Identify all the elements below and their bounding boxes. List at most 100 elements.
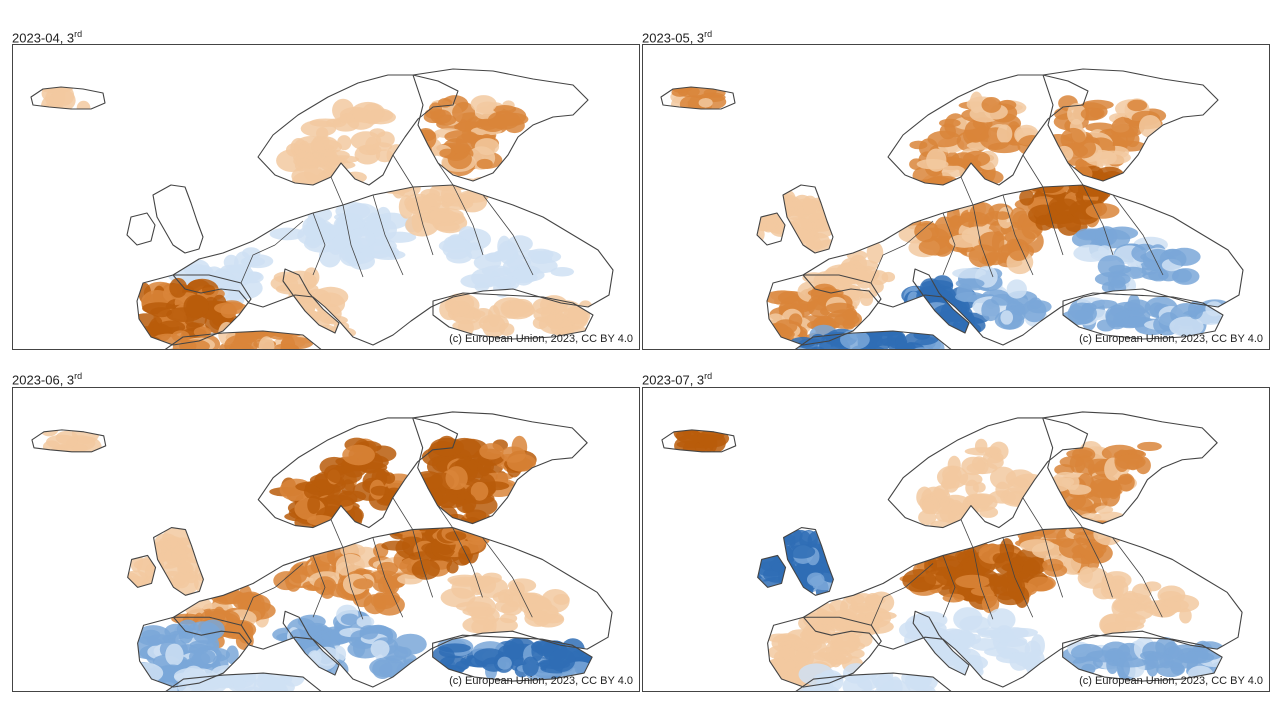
anomaly-patch xyxy=(961,456,986,476)
anomaly-patch xyxy=(446,561,459,574)
anomaly-patch xyxy=(1112,657,1148,668)
anomaly-patch xyxy=(991,231,1005,255)
anomaly-patch xyxy=(476,158,493,169)
anomaly-patch xyxy=(1007,238,1030,261)
anomaly-patch xyxy=(856,675,880,690)
anomaly-patch xyxy=(1012,556,1036,566)
anomaly-patch xyxy=(950,502,974,516)
anomaly-patch xyxy=(130,549,143,573)
anomaly-patch xyxy=(969,91,984,114)
anomaly-patch xyxy=(989,466,1017,490)
anomaly-patch xyxy=(314,646,340,666)
country-border-line xyxy=(1022,154,1044,188)
anomaly-patch xyxy=(923,686,937,691)
europe-map xyxy=(660,68,1244,349)
anomaly-patch xyxy=(548,648,576,672)
anomaly-patch xyxy=(909,140,928,150)
anomaly-patch xyxy=(802,684,829,691)
anomaly-patch xyxy=(340,613,359,626)
anomaly-patch xyxy=(339,113,355,124)
outline-iceland xyxy=(30,86,106,110)
anomaly-patch xyxy=(202,284,216,296)
anomaly-patch xyxy=(307,495,321,514)
outline-ireland xyxy=(127,554,157,588)
anomaly-layer xyxy=(40,80,593,349)
outline-turkey xyxy=(1062,634,1223,682)
anomaly-patch xyxy=(1019,189,1035,206)
country-border-line xyxy=(942,212,956,276)
europe-map xyxy=(661,411,1243,691)
anomaly-patch xyxy=(313,286,349,307)
anomaly-patch xyxy=(359,625,379,640)
anomaly-patch xyxy=(1031,542,1062,559)
anomaly-patch xyxy=(1102,622,1127,636)
outline-mainland xyxy=(802,184,1244,346)
anomaly-patch xyxy=(342,444,375,466)
anomaly-patch xyxy=(763,290,799,305)
country-border-line xyxy=(312,555,326,618)
anomaly-patch xyxy=(1094,229,1131,249)
anomaly-patch xyxy=(942,593,965,603)
anomaly-patch xyxy=(470,95,497,113)
outline-finland_russia_n xyxy=(1042,68,1219,182)
anomaly-patch xyxy=(439,148,456,159)
anomaly-patch xyxy=(133,335,152,349)
country-border-line xyxy=(240,244,276,284)
anomaly-patch xyxy=(959,629,972,650)
anomaly-layer xyxy=(673,416,1234,691)
anomaly-patch xyxy=(996,124,1013,144)
anomaly-patch xyxy=(1076,228,1101,241)
anomaly-patch xyxy=(256,676,287,691)
anomaly-patch xyxy=(795,646,811,666)
anomaly-patch xyxy=(1077,567,1110,589)
panel-title: 2023-07, 3rd xyxy=(642,371,713,388)
anomaly-patch xyxy=(124,338,150,349)
anomaly-patch xyxy=(507,578,537,593)
copyright-credit: (c) European Union, 2023, CC BY 4.0 xyxy=(449,333,633,345)
country-border-line xyxy=(372,537,404,618)
outline-ireland xyxy=(757,554,787,588)
anomaly-patch xyxy=(997,591,1024,606)
anomaly-patch xyxy=(291,165,326,187)
anomaly-patch xyxy=(951,648,982,672)
country-border-line xyxy=(240,586,276,626)
anomaly-patch xyxy=(481,572,502,584)
outline-turkey xyxy=(1062,292,1224,340)
anomaly-patch xyxy=(377,574,398,595)
anomaly-patch xyxy=(411,559,440,580)
outline-scandinavia xyxy=(257,417,459,529)
anomaly-patch xyxy=(424,108,446,120)
country-border-line xyxy=(342,547,364,620)
map-frame: (c) European Union, 2023, CC BY 4.0 xyxy=(642,44,1270,350)
panel-title: 2023-05, 3rd xyxy=(642,29,713,46)
anomaly-patch xyxy=(895,342,916,349)
anomaly-patch xyxy=(1108,280,1127,295)
anomaly-patch xyxy=(1139,261,1168,271)
anomaly-patch xyxy=(550,267,575,277)
country-border-line xyxy=(342,204,364,278)
anomaly-patch xyxy=(137,338,159,349)
anomaly-patch xyxy=(121,337,154,349)
anomaly-patch xyxy=(481,265,512,277)
anomaly-patch xyxy=(470,481,489,501)
anomaly-patch xyxy=(455,601,492,612)
anomaly-patch xyxy=(1073,244,1109,262)
outline-northafrica xyxy=(795,672,952,691)
anomaly-patch xyxy=(946,204,960,228)
country-border-line xyxy=(1002,194,1034,276)
outline-scandinavia xyxy=(887,74,1089,186)
outline-iceland xyxy=(661,429,737,453)
country-border-line xyxy=(392,497,414,530)
anomaly-patch xyxy=(553,593,570,605)
anomaly-patch xyxy=(465,509,487,521)
anomaly-patch xyxy=(310,136,339,154)
anomaly-patch xyxy=(347,228,376,249)
anomaly-patch xyxy=(128,662,164,684)
anomaly-patch xyxy=(1091,299,1118,309)
anomaly-patch xyxy=(467,523,483,534)
outline-uk xyxy=(152,184,204,254)
country-border-line xyxy=(482,194,534,276)
anomaly-patch xyxy=(866,241,884,264)
anomaly-patch xyxy=(39,420,59,437)
anomaly-patch xyxy=(1143,581,1162,592)
